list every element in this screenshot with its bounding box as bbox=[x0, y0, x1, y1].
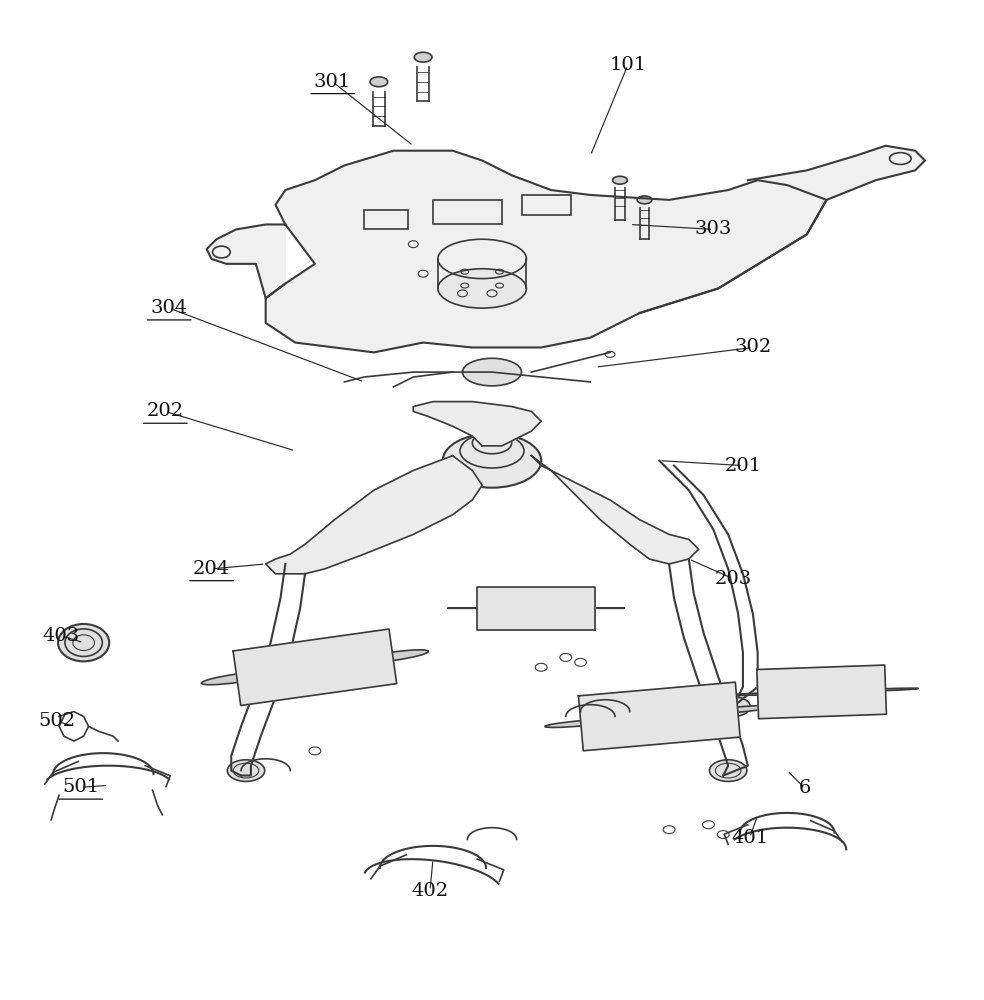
Polygon shape bbox=[757, 665, 887, 719]
Polygon shape bbox=[531, 456, 699, 564]
Text: 302: 302 bbox=[734, 338, 771, 356]
Text: 202: 202 bbox=[147, 402, 184, 420]
Bar bbox=[522, 195, 571, 215]
Polygon shape bbox=[233, 629, 397, 706]
Polygon shape bbox=[413, 402, 541, 446]
Text: 101: 101 bbox=[609, 56, 646, 74]
Ellipse shape bbox=[414, 52, 432, 62]
Ellipse shape bbox=[370, 77, 388, 87]
Ellipse shape bbox=[545, 719, 617, 727]
Text: 6: 6 bbox=[799, 779, 811, 797]
Text: 201: 201 bbox=[724, 457, 762, 475]
Ellipse shape bbox=[443, 434, 541, 488]
Ellipse shape bbox=[715, 697, 751, 716]
Polygon shape bbox=[266, 456, 482, 574]
Bar bbox=[364, 210, 408, 229]
Ellipse shape bbox=[58, 624, 109, 661]
Bar bbox=[433, 200, 502, 224]
Ellipse shape bbox=[702, 706, 773, 714]
Ellipse shape bbox=[462, 358, 522, 386]
Text: 502: 502 bbox=[38, 712, 76, 730]
Polygon shape bbox=[207, 224, 285, 298]
Text: 303: 303 bbox=[695, 220, 732, 238]
Ellipse shape bbox=[438, 269, 526, 308]
Ellipse shape bbox=[852, 688, 918, 691]
Text: 401: 401 bbox=[731, 829, 769, 847]
Ellipse shape bbox=[357, 650, 428, 663]
Text: 301: 301 bbox=[314, 73, 351, 91]
Polygon shape bbox=[579, 682, 740, 751]
Text: 204: 204 bbox=[193, 560, 230, 578]
Ellipse shape bbox=[612, 176, 628, 184]
Polygon shape bbox=[477, 587, 595, 630]
Text: 501: 501 bbox=[62, 778, 99, 796]
Ellipse shape bbox=[202, 672, 273, 685]
Polygon shape bbox=[640, 146, 925, 313]
Text: 402: 402 bbox=[411, 882, 449, 900]
Text: 403: 403 bbox=[42, 627, 80, 645]
Ellipse shape bbox=[227, 760, 265, 781]
Ellipse shape bbox=[725, 693, 791, 696]
Ellipse shape bbox=[709, 760, 747, 781]
Text: 203: 203 bbox=[714, 570, 752, 588]
Polygon shape bbox=[266, 151, 827, 352]
Text: 304: 304 bbox=[151, 299, 188, 317]
Ellipse shape bbox=[638, 196, 652, 204]
